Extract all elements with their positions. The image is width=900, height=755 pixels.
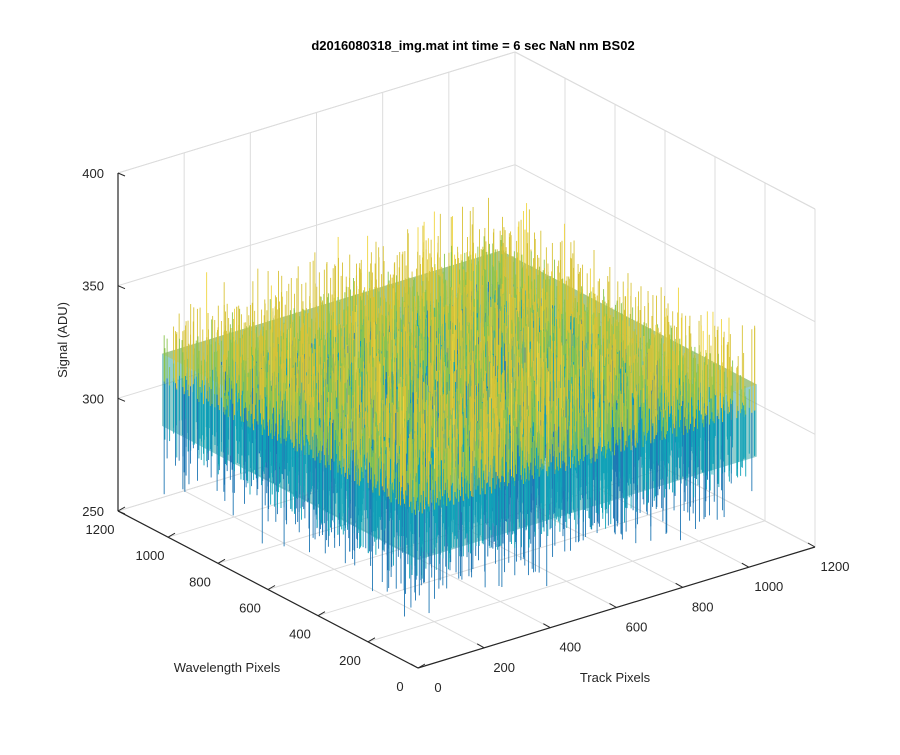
surface-plot: 0200400600800100012000200400600800100012…	[0, 0, 900, 750]
